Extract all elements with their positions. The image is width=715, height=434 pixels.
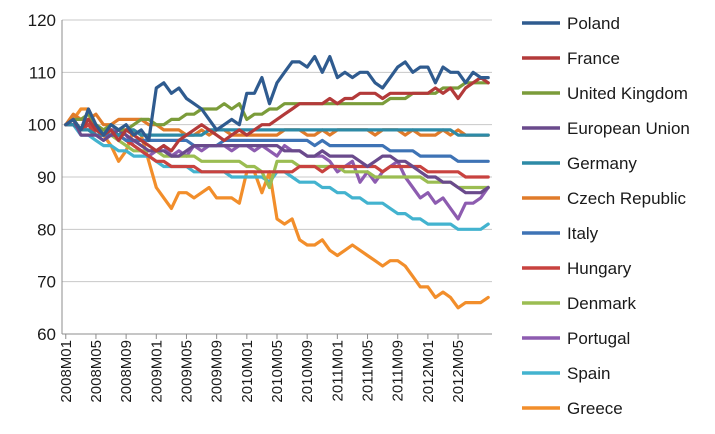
x-tick-label: 2011M09 (390, 340, 407, 401)
x-axis-tick-labels: 2008M01 2008M05 2008M09 2009M01 2009M05 2009M… (58, 334, 467, 403)
x-tick-label: 2008M09 (118, 340, 135, 403)
x-tick-label: 2011M01 (329, 340, 346, 401)
legend-label-italy: Italy (567, 224, 599, 243)
x-tick-label: 2008M05 (88, 340, 105, 403)
legend-label-germany: Germany (567, 154, 637, 173)
y-tick-label: 70 (37, 273, 56, 292)
legend: Poland France United Kingdom European Union… (522, 14, 690, 418)
legend-label-united-kingdom: United Kingdom (567, 84, 688, 103)
x-tick-label: 2010M09 (299, 340, 316, 403)
series-line-czech-republic (64, 112, 490, 137)
legend-label-poland: Poland (567, 14, 620, 33)
series-line-poland (64, 54, 490, 142)
series-line-denmark (64, 117, 490, 190)
y-tick-label: 110 (29, 63, 56, 82)
y-tick-label: 80 (37, 220, 56, 239)
x-tick-label: 2008M01 (58, 340, 75, 403)
x-tick-label: 2009M05 (178, 340, 195, 403)
legend-label-european-union: European Union (567, 119, 690, 138)
series-line-hungary (64, 123, 490, 179)
y-tick-label: 60 (37, 325, 56, 344)
x-tick-label: 2010M05 (269, 340, 286, 403)
legend-label-greece: Greece (567, 399, 623, 418)
series-lines (64, 54, 490, 310)
y-tick-label: 90 (37, 168, 56, 187)
series-line-european-union (64, 117, 490, 195)
y-axis-tick-labels: 60 70 80 90 100 110 120 (28, 11, 56, 344)
series-line-united-kingdom (64, 81, 490, 132)
legend-label-spain: Spain (567, 364, 610, 383)
series-line-france (64, 75, 490, 153)
y-tick-label: 100 (28, 116, 56, 135)
legend-label-france: France (567, 49, 620, 68)
x-tick-label: 2009M01 (148, 340, 165, 403)
legend-label-denmark: Denmark (567, 294, 636, 313)
y-tick-label: 120 (28, 11, 56, 30)
x-tick-label: 2009M09 (209, 340, 226, 403)
x-tick-label: 2010M01 (239, 340, 256, 403)
legend-label-hungary: Hungary (567, 259, 632, 278)
x-tick-label: 2012M05 (450, 340, 467, 403)
legend-label-czech-republic: Czech Republic (567, 189, 687, 208)
x-tick-label: 2012M01 (420, 340, 437, 403)
legend-label-portugal: Portugal (567, 329, 630, 348)
x-tick-label: 2011M05 (360, 340, 377, 401)
